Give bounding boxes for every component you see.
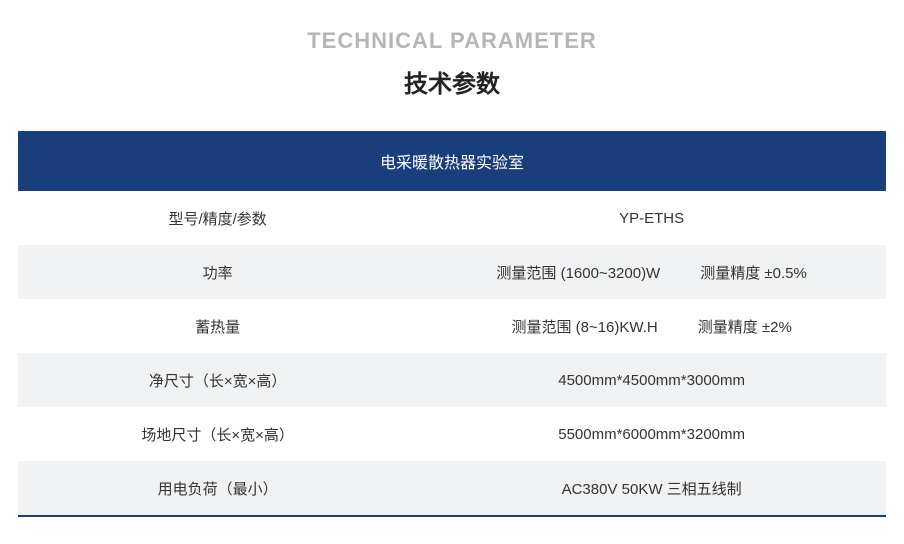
row-label: 型号/精度/参数 — [18, 208, 417, 229]
parameter-table: 电采暖散热器实验室 型号/精度/参数 YP-ETHS 功率 测量范围 (1600… — [18, 131, 886, 517]
table-row: 净尺寸（长×宽×高） 4500mm*4500mm*3000mm — [18, 353, 886, 407]
row-value-a: 测量范围 (1600~3200)W — [496, 262, 660, 283]
row-value-b: 测量精度 ±0.5% — [700, 262, 807, 283]
table-row: 蓄热量 测量范围 (8~16)KW.H 测量精度 ±2% — [18, 299, 886, 353]
row-label: 场地尺寸（长×宽×高） — [18, 424, 417, 445]
row-value: 测量范围 (1600~3200)W 测量精度 ±0.5% — [417, 262, 886, 283]
table-row: 功率 测量范围 (1600~3200)W 测量精度 ±0.5% — [18, 245, 886, 299]
row-label: 功率 — [18, 262, 417, 283]
table-row: 用电负荷（最小） AC380V 50KW 三相五线制 — [18, 461, 886, 515]
row-label: 用电负荷（最小） — [18, 478, 417, 499]
title-chinese: 技术参数 — [18, 64, 886, 99]
title-english: TECHNICAL PARAMETER — [18, 28, 886, 54]
table-bottom-border — [18, 515, 886, 517]
row-value: AC380V 50KW 三相五线制 — [417, 478, 886, 499]
row-value: YP-ETHS — [417, 210, 886, 227]
page-container: TECHNICAL PARAMETER 技术参数 电采暖散热器实验室 型号/精度… — [0, 0, 904, 517]
table-row: 场地尺寸（长×宽×高） 5500mm*6000mm*3200mm — [18, 407, 886, 461]
row-value-a: 测量范围 (8~16)KW.H — [511, 316, 657, 337]
row-value: 5500mm*6000mm*3200mm — [417, 426, 886, 443]
table-row: 型号/精度/参数 YP-ETHS — [18, 191, 886, 245]
row-value: 4500mm*4500mm*3000mm — [417, 372, 886, 389]
row-value: 测量范围 (8~16)KW.H 测量精度 ±2% — [417, 316, 886, 337]
row-label: 净尺寸（长×宽×高） — [18, 370, 417, 391]
table-header: 电采暖散热器实验室 — [18, 131, 886, 191]
row-value-b: 测量精度 ±2% — [698, 316, 792, 337]
row-label: 蓄热量 — [18, 316, 417, 337]
